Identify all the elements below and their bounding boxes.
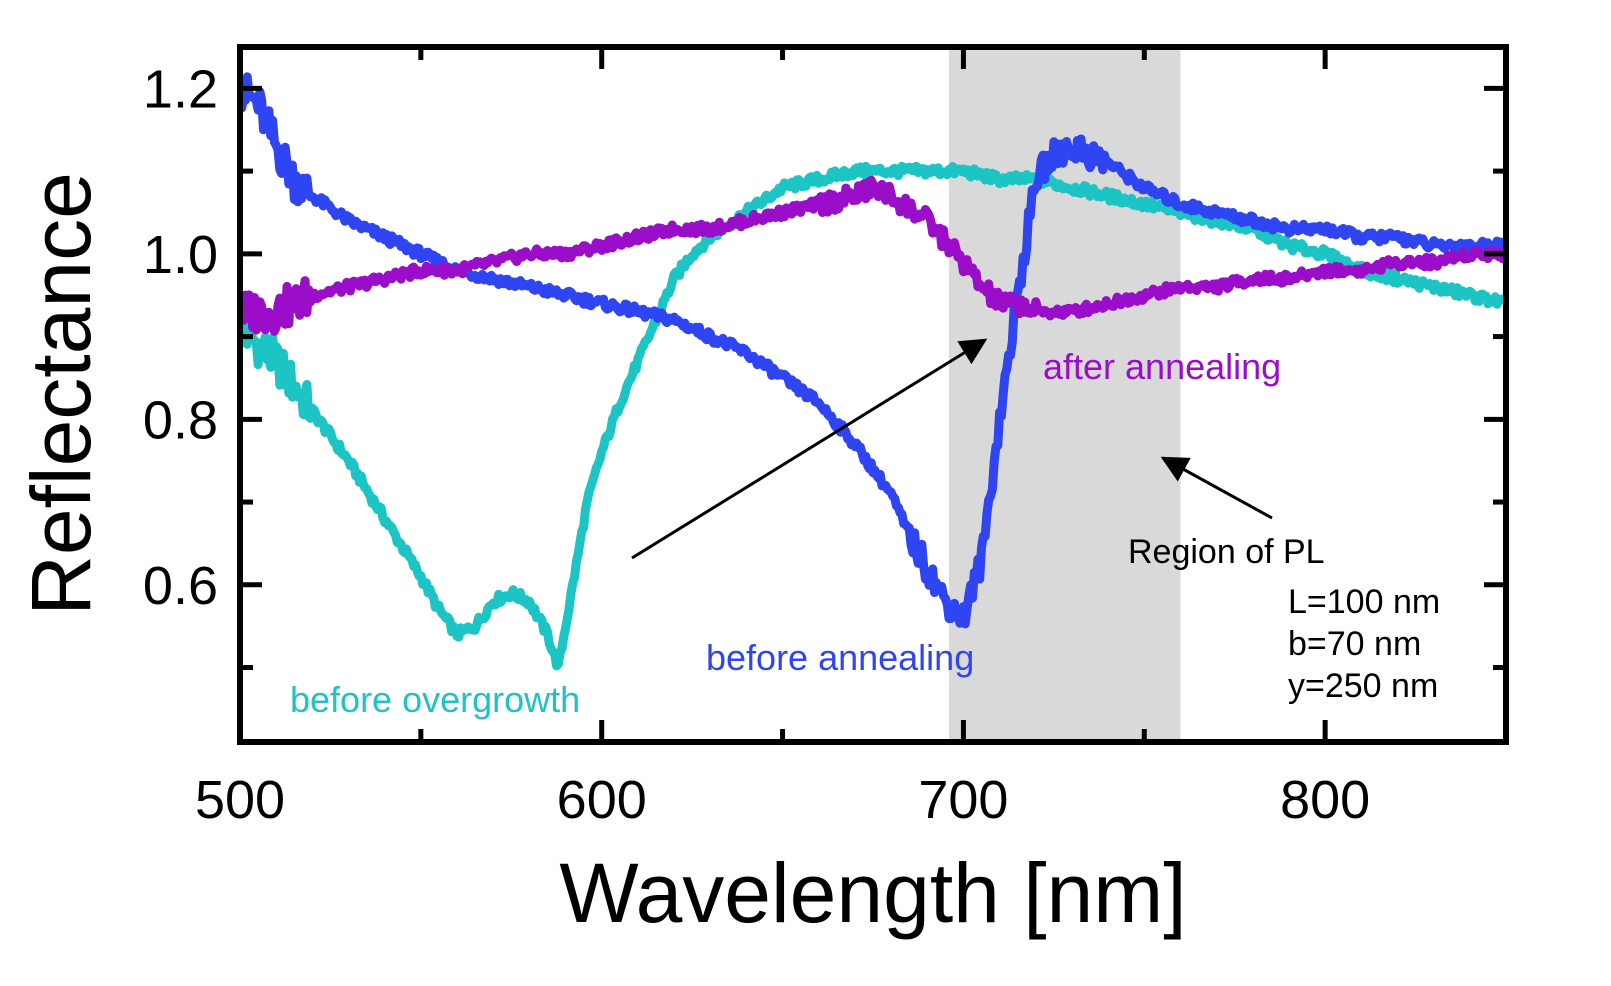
x-tick-label: 500 (195, 770, 285, 830)
series-layer (240, 72, 1506, 671)
y-axis-title: Reflectance (14, 172, 108, 616)
axes-layer: 500 600 700 800 0.6 0.8 1.0 1.2 (143, 44, 1509, 830)
label-before-overgrowth: before overgrowth (290, 679, 580, 720)
label-before-annealing: before annealing (706, 637, 974, 678)
y-tick-label: 1.0 (143, 225, 218, 285)
x-tick-label: 800 (1280, 770, 1370, 830)
region-arrow (1160, 456, 1273, 520)
label-after-annealing: after annealing (1043, 346, 1281, 387)
y-tick-label: 0.6 (143, 556, 218, 616)
shift-arrow (631, 338, 988, 560)
label-region-of-pl: Region of PL (1128, 533, 1325, 571)
plot-frame (237, 44, 1509, 745)
y-tick-label: 0.8 (143, 390, 218, 450)
x-tick-label: 600 (557, 770, 647, 830)
param-y: y=250 nm (1288, 667, 1438, 705)
series-before-overgrowth (240, 161, 1506, 671)
x-tick-label: 700 (918, 770, 1008, 830)
y-tick-label: 1.2 (143, 59, 218, 119)
x-axis-title: Wavelength [nm] (559, 846, 1186, 940)
series-after-annealing (240, 175, 1506, 336)
param-L: L=100 nm (1288, 583, 1440, 621)
param-b: b=70 nm (1288, 625, 1421, 663)
